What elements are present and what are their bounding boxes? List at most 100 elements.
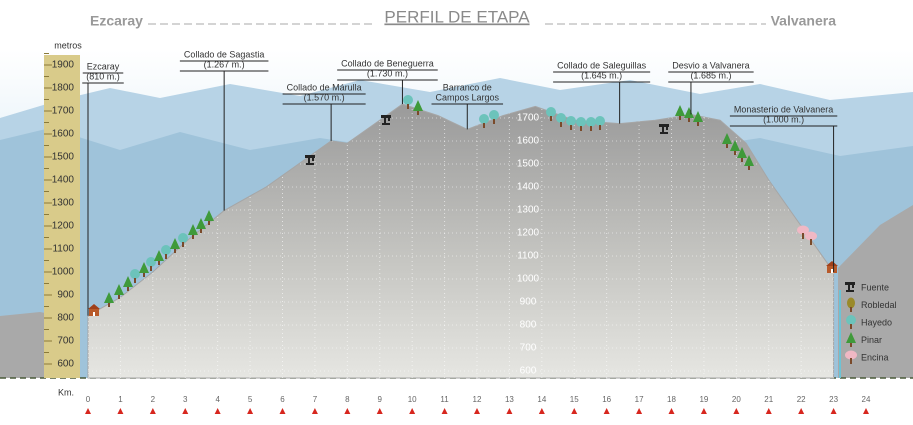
inner-tick-label: 1200: [517, 228, 540, 239]
legend-label: Robledal: [861, 300, 897, 310]
x-tick-marker: [765, 408, 772, 414]
y-tick-label: 1900: [52, 60, 75, 71]
x-tick-label: 2: [151, 395, 156, 404]
x-tick-marker: [668, 408, 675, 414]
inner-tick-label: 1700: [517, 113, 540, 124]
waypoint-name: Monasterio de Valvanera: [734, 104, 833, 114]
x-tick-label: 8: [345, 395, 350, 404]
y-tick-label: 1400: [52, 175, 75, 186]
x-tick-marker: [506, 408, 513, 414]
y-tick-label: 600: [57, 359, 74, 370]
x-tick-marker: [603, 408, 610, 414]
x-tick-marker: [279, 408, 286, 414]
x-tick-label: 12: [473, 395, 482, 404]
x-tick-label: 1: [118, 395, 123, 404]
x-tick-marker: [376, 408, 383, 414]
waypoint-name: Collado de Sagastia: [184, 49, 265, 59]
x-axis-label: Km.: [58, 387, 74, 397]
chart-title: PERFIL DE ETAPA: [384, 7, 530, 26]
waypoint-elevation: (1.000 m.): [763, 114, 804, 124]
waypoint-elevation: (1.645 m.): [581, 70, 622, 80]
x-tick-label: 17: [635, 395, 644, 404]
y-tick-label: 1500: [52, 152, 75, 163]
ruler: [44, 55, 80, 378]
inner-tick-label: 900: [520, 297, 537, 308]
end-label: Valvanera: [771, 13, 837, 29]
waypoint-name: Barranco de: [443, 82, 492, 92]
waypoint-name: Ezcaray: [87, 61, 120, 71]
y-tick-label: 1700: [52, 106, 75, 117]
inner-tick-label: 1600: [517, 136, 540, 147]
inner-tick-label: 1400: [517, 182, 540, 193]
inner-tick-label: 1300: [517, 205, 540, 216]
inner-tick-label: 700: [520, 343, 537, 354]
x-tick-label: 7: [313, 395, 318, 404]
x-tick-label: 18: [667, 395, 676, 404]
x-tick-label: 16: [602, 395, 611, 404]
legend-label: Fuente: [861, 282, 889, 292]
x-tick-marker: [733, 408, 740, 414]
x-tick-label: 6: [280, 395, 285, 404]
waypoint-name: Collado de Márulla: [287, 82, 362, 92]
waypoint-elevation: (1.570 m.): [304, 92, 345, 102]
inner-tick-label: 600: [520, 366, 537, 377]
waypoint-elevation: (1.267 m.): [204, 59, 245, 69]
x-tick-label: 3: [183, 395, 188, 404]
inner-tick-label: 1000: [517, 274, 540, 285]
x-tick-marker: [538, 408, 545, 414]
inner-tick-label: 1100: [517, 251, 539, 262]
x-tick-marker: [798, 408, 805, 414]
x-tick-label: 24: [862, 395, 871, 404]
waypoint-elevation: (1.730 m.): [367, 68, 408, 78]
x-tick-label: 0: [86, 395, 91, 404]
x-tick-marker: [344, 408, 351, 414]
y-tick-label: 700: [57, 336, 74, 347]
x-tick-label: 23: [829, 395, 838, 404]
x-tick-marker: [441, 408, 448, 414]
inner-tick-label: 800: [520, 320, 537, 331]
x-tick-label: 15: [570, 395, 579, 404]
x-tick-marker: [214, 408, 221, 414]
y-tick-label: 1800: [52, 83, 75, 94]
footer: [0, 378, 913, 425]
y-tick-label: 1000: [52, 267, 75, 278]
right-hill: [838, 205, 913, 378]
x-tick-marker: [830, 408, 837, 414]
waypoint-name: Collado de Saleguillas: [557, 60, 647, 70]
y-tick-label: 800: [57, 313, 74, 324]
waypoint-elevation: (1.685 m.): [690, 70, 731, 80]
waypoint-name: Campos Largos: [436, 92, 500, 102]
y-axis-label: metros: [54, 40, 82, 50]
legend-label: Encina: [861, 352, 889, 362]
x-tick-marker: [700, 408, 707, 414]
x-tick-marker: [85, 408, 91, 414]
inner-tick-label: 1500: [517, 159, 540, 170]
x-tick-marker: [409, 408, 416, 414]
decorations: [88, 95, 857, 378]
x-tick-label: 21: [764, 395, 773, 404]
y-tick-label: 1200: [52, 221, 75, 232]
x-tick-marker: [149, 408, 156, 414]
x-tick-marker: [311, 408, 318, 414]
x-tick-label: 13: [505, 395, 514, 404]
y-tick-label: 1600: [52, 129, 75, 140]
x-tick-marker: [863, 408, 869, 414]
legend-label: Hayedo: [861, 317, 892, 327]
legend-label: Pinar: [861, 335, 882, 345]
x-tick-label: 11: [440, 395, 449, 404]
y-tick-label: 1300: [52, 198, 75, 209]
x-tick-label: 5: [248, 395, 253, 404]
x-tick-label: 14: [537, 395, 546, 404]
start-label: Ezcaray: [90, 13, 143, 29]
x-tick-marker: [182, 408, 189, 414]
x-tick-label: 22: [797, 395, 806, 404]
x-tick-label: 9: [378, 395, 383, 404]
waypoint-name: Desvio a Valvanera: [672, 60, 749, 70]
x-tick-marker: [117, 408, 124, 414]
waypoint-elevation: (810 m.): [86, 71, 120, 81]
x-tick-marker: [571, 408, 578, 414]
x-tick-label: 4: [215, 395, 220, 404]
x-tick-marker: [636, 408, 643, 414]
y-tick-label: 900: [57, 290, 74, 301]
